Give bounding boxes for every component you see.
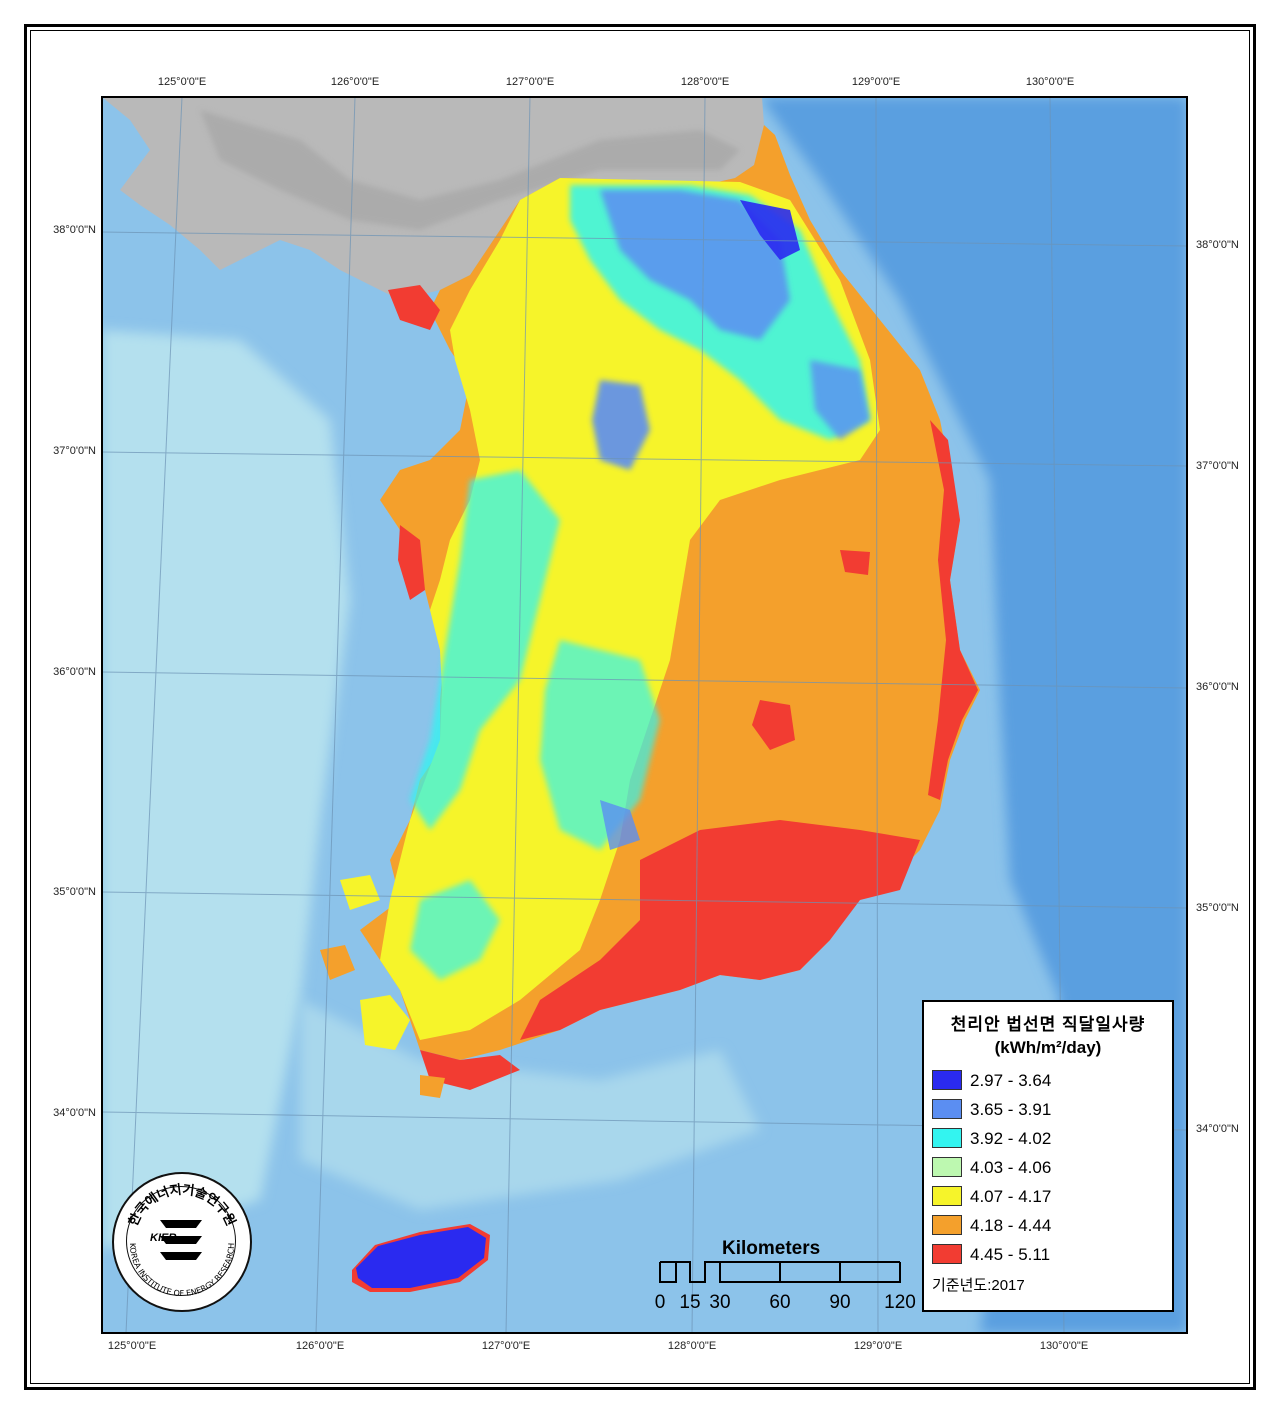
lon-label-bottom: 130°0'0"E bbox=[1039, 1340, 1089, 1352]
legend-unit: (kWh/m²/day) bbox=[994, 1038, 1102, 1057]
legend-item: 4.07 - 4.17 bbox=[932, 1185, 1162, 1207]
legend-swatch bbox=[932, 1215, 962, 1235]
scale-label: 60 bbox=[769, 1292, 791, 1313]
kier-logo: 한국에너지기술연구원 KOREA INSTITUTE OF ENERGY RES… bbox=[112, 1172, 252, 1312]
lon-label-top: 128°0'0"E bbox=[680, 76, 730, 88]
lat-label-right: 35°0'0"N bbox=[1196, 902, 1239, 914]
legend-label: 2.97 - 3.64 bbox=[970, 1071, 1052, 1090]
lat-label-left: 36°0'0"N bbox=[53, 666, 96, 678]
legend: 천리안 법선면 직달일사량 (kWh/m²/day) 2.97 - 3.64 3… bbox=[922, 1000, 1174, 1312]
scale-label: 0 bbox=[654, 1292, 666, 1313]
red-island-ganghwa bbox=[388, 285, 440, 330]
logo-ring-text: 한국에너지기술연구원 KOREA INSTITUTE OF ENERGY RES… bbox=[125, 1183, 238, 1298]
legend-label: 4.45 - 5.11 bbox=[970, 1245, 1051, 1264]
legend-item: 4.03 - 4.06 bbox=[932, 1156, 1162, 1178]
shallow-sea-west bbox=[102, 330, 350, 1250]
legend-swatch bbox=[932, 1070, 962, 1090]
legend-swatch bbox=[932, 1186, 962, 1206]
blue-zone-east bbox=[810, 360, 870, 440]
legend-base-year: 기준년도:2017 bbox=[932, 1277, 1025, 1294]
lon-label-top: 127°0'0"E bbox=[505, 76, 555, 88]
legend-label: 3.92 - 4.02 bbox=[970, 1129, 1052, 1148]
cyan-zone-southwest bbox=[410, 880, 500, 980]
island-sw-4 bbox=[420, 1075, 445, 1098]
scale-label: 15 bbox=[679, 1292, 701, 1313]
logo-inner-ring bbox=[126, 1186, 236, 1296]
legend-item: 3.65 - 3.91 bbox=[932, 1098, 1162, 1120]
island-sw-1 bbox=[360, 995, 410, 1050]
scale-title: Kilometers bbox=[722, 1238, 821, 1259]
lon-label-bottom: 125°0'0"E bbox=[107, 1340, 157, 1352]
legend-item: 4.18 - 4.44 bbox=[932, 1214, 1162, 1236]
legend-swatch bbox=[932, 1244, 962, 1264]
north-relief bbox=[200, 110, 740, 230]
dark-blue-zone bbox=[740, 200, 800, 260]
lon-label-bottom: 129°0'0"E bbox=[853, 1340, 903, 1352]
lat-label-right: 34°0'0"N bbox=[1196, 1123, 1239, 1135]
lon-label-top: 130°0'0"E bbox=[1025, 76, 1075, 88]
legend-swatch bbox=[932, 1099, 962, 1119]
legend-title: 천리안 법선면 직달일사량 bbox=[950, 1015, 1146, 1034]
logo-kier-text: KIER bbox=[150, 1232, 177, 1244]
lat-label-right: 36°0'0"N bbox=[1196, 681, 1239, 693]
lon-label-bottom: 126°0'0"E bbox=[295, 1340, 345, 1352]
scale-bar bbox=[659, 1261, 901, 1283]
legend-label: 4.07 - 4.17 bbox=[970, 1187, 1052, 1206]
scale-label: 30 bbox=[709, 1292, 731, 1313]
lat-label-left: 34°0'0"N bbox=[53, 1107, 96, 1119]
lon-label-top: 126°0'0"E bbox=[330, 76, 380, 88]
legend-swatch bbox=[932, 1128, 962, 1148]
shallow-sea-south bbox=[300, 1000, 760, 1210]
island-sw-2 bbox=[320, 945, 355, 980]
lon-label-top: 125°0'0"E bbox=[157, 76, 207, 88]
legend-item: 2.97 - 3.64 bbox=[932, 1069, 1162, 1091]
inner-frame bbox=[30, 30, 1250, 1384]
outer-frame bbox=[24, 24, 1256, 1390]
lon-label-bottom: 127°0'0"E bbox=[481, 1340, 531, 1352]
lat-label-right: 38°0'0"N bbox=[1196, 239, 1239, 251]
cyan-zone-west bbox=[410, 470, 560, 830]
red-zone-east-coast bbox=[928, 420, 978, 800]
legend-item: 3.92 - 4.02 bbox=[932, 1127, 1162, 1149]
island-sw-3 bbox=[340, 875, 380, 910]
blue-zone-north bbox=[600, 190, 790, 340]
lon-label-bottom: 128°0'0"E bbox=[667, 1340, 717, 1352]
lat-label-right: 37°0'0"N bbox=[1196, 460, 1239, 472]
legend-label: 4.03 - 4.06 bbox=[970, 1158, 1052, 1177]
blue-zone-central bbox=[592, 380, 650, 470]
lat-label-left: 37°0'0"N bbox=[53, 445, 96, 457]
lon-label-top: 129°0'0"E bbox=[851, 76, 901, 88]
legend-label: 4.18 - 4.44 bbox=[970, 1216, 1052, 1235]
blue-zone-south bbox=[600, 800, 640, 850]
legend-item: 4.45 - 5.11 bbox=[932, 1243, 1162, 1265]
scale-label: 120 bbox=[884, 1292, 916, 1313]
cyan-zone-central bbox=[540, 640, 660, 850]
scale-label: 90 bbox=[829, 1292, 851, 1313]
red-coast-southwest bbox=[420, 1050, 520, 1090]
red-zone-daegu bbox=[752, 700, 795, 750]
red-patch-inland bbox=[840, 550, 870, 575]
map-frame bbox=[101, 96, 1188, 1334]
kier-e-mark-icon bbox=[160, 1220, 202, 1260]
legend-label: 3.65 - 3.91 bbox=[970, 1100, 1052, 1119]
red-zone-south-coast bbox=[520, 820, 920, 1040]
legend-swatch bbox=[932, 1157, 962, 1177]
red-coast-taean bbox=[398, 525, 425, 600]
lat-label-left: 38°0'0"N bbox=[53, 224, 96, 236]
jeju-island bbox=[356, 1227, 486, 1288]
lat-label-left: 35°0'0"N bbox=[53, 886, 96, 898]
